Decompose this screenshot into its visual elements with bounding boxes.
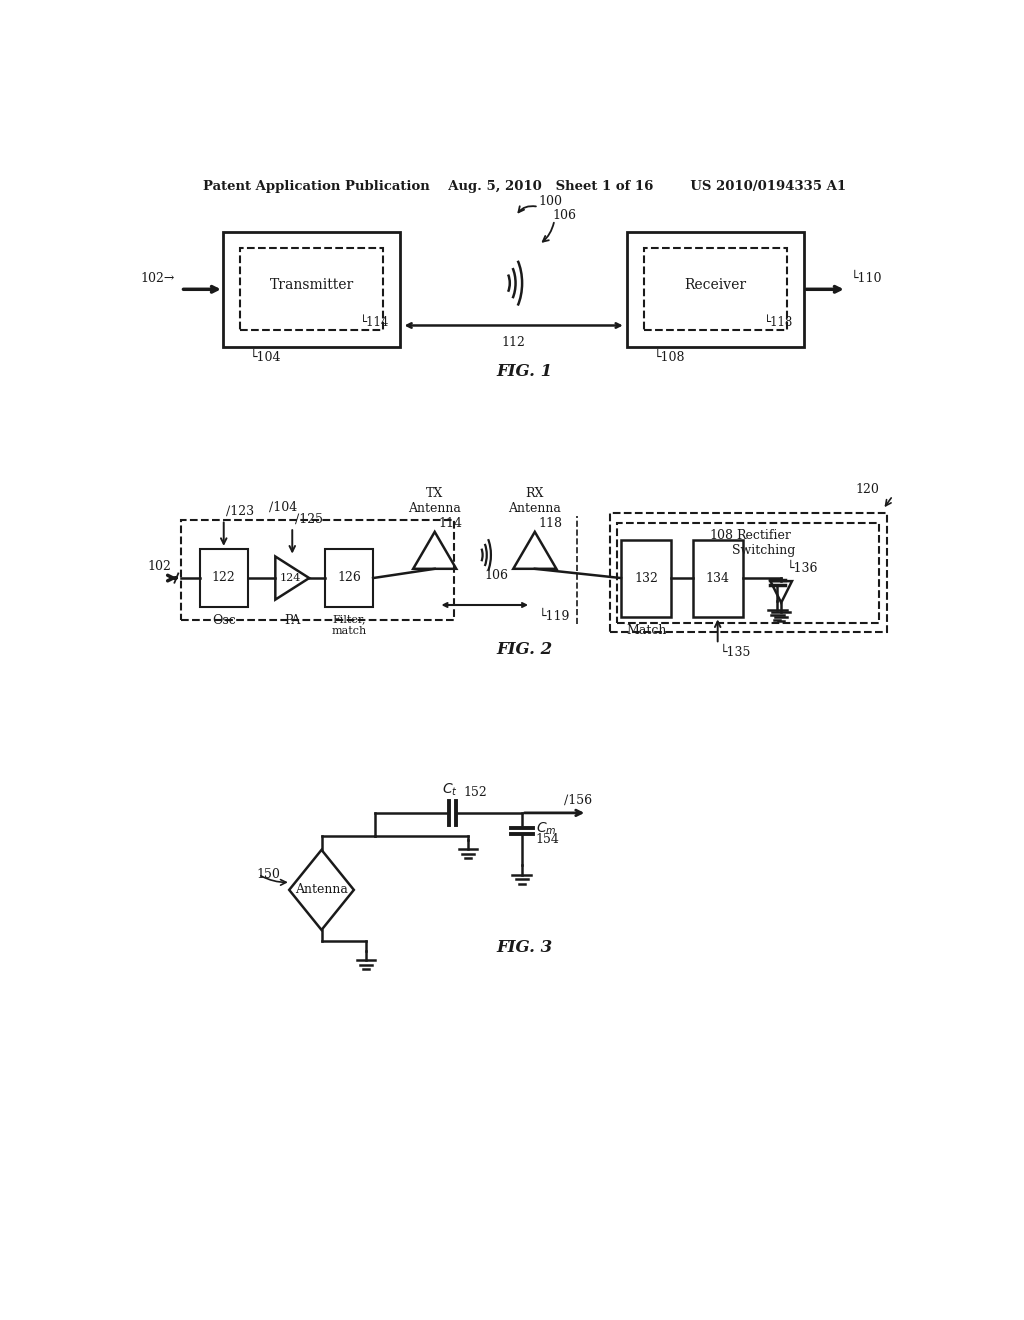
Text: 152: 152 <box>463 785 487 799</box>
Text: FIG. 3: FIG. 3 <box>497 939 553 956</box>
Bar <box>240 248 383 330</box>
Text: └110: └110 <box>851 272 882 285</box>
Text: FIG. 2: FIG. 2 <box>497 642 553 659</box>
Text: FIG. 1: FIG. 1 <box>497 363 553 380</box>
Text: TX
Antenna: TX Antenna <box>409 487 461 515</box>
Text: Osc: Osc <box>212 614 236 627</box>
Text: Patent Application Publication    Aug. 5, 2010   Sheet 1 of 16        US 2010/01: Patent Application Publication Aug. 5, 2… <box>203 181 847 194</box>
Text: 102: 102 <box>147 561 171 573</box>
Text: 102→: 102→ <box>141 272 175 285</box>
Text: 132: 132 <box>634 572 658 585</box>
Text: 118: 118 <box>539 516 562 529</box>
Text: Filter,
match: Filter, match <box>332 614 367 636</box>
Text: 120: 120 <box>855 483 879 496</box>
Text: 126: 126 <box>337 572 361 585</box>
Text: 106: 106 <box>484 569 509 582</box>
Text: 124: 124 <box>280 573 301 583</box>
Bar <box>617 523 879 623</box>
Text: 106: 106 <box>552 209 577 222</box>
Text: ∕123: ∕123 <box>226 506 254 517</box>
Text: PA: PA <box>284 614 300 627</box>
Text: RX
Antenna: RX Antenna <box>508 487 561 515</box>
Text: 134: 134 <box>706 572 730 585</box>
Bar <box>223 231 400 347</box>
Text: Transmitter: Transmitter <box>269 277 353 292</box>
Text: ∕104: ∕104 <box>269 502 297 515</box>
Bar <box>692 540 742 616</box>
Text: └104: └104 <box>250 351 282 364</box>
Bar <box>644 248 787 330</box>
Text: 122: 122 <box>212 572 236 585</box>
Bar <box>609 512 887 632</box>
Text: Match: Match <box>626 624 667 638</box>
Text: 100: 100 <box>539 195 562 209</box>
Bar <box>628 231 804 347</box>
Text: 154: 154 <box>536 833 559 846</box>
Bar <box>200 549 248 607</box>
Text: └135: └135 <box>720 645 752 659</box>
Text: 112: 112 <box>502 337 525 350</box>
Text: Rectifier
Switching: Rectifier Switching <box>732 529 796 557</box>
Text: └136: └136 <box>786 562 818 576</box>
Text: └119: └119 <box>539 610 570 623</box>
Text: $C_m$: $C_m$ <box>536 820 556 837</box>
Bar <box>326 549 373 607</box>
Text: Antenna: Antenna <box>295 883 348 896</box>
Text: 108: 108 <box>710 529 733 541</box>
Bar <box>180 520 454 620</box>
Text: └108: └108 <box>654 351 686 364</box>
Bar <box>621 540 671 616</box>
Text: Receiver: Receiver <box>685 277 746 292</box>
Text: ∕156: ∕156 <box>564 793 592 807</box>
Text: 114: 114 <box>438 516 463 529</box>
Text: └118: └118 <box>764 315 794 329</box>
Text: └114: └114 <box>360 315 389 329</box>
Text: $C_t$: $C_t$ <box>442 781 458 797</box>
Text: ∕125: ∕125 <box>295 512 323 525</box>
Text: 150: 150 <box>256 869 280 880</box>
